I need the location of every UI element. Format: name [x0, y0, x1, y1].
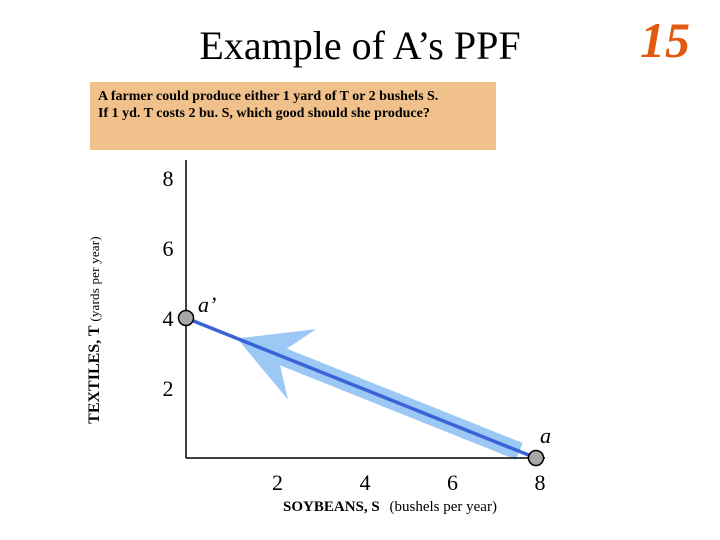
x-tick-label-8: 8	[535, 470, 546, 495]
question-line-1: A farmer could produce either 1 yard of …	[98, 89, 439, 104]
x-axis-label-main: SOYBEANS, S	[283, 499, 380, 515]
ppf-line-0	[185, 316, 537, 460]
y-tick-label-2: 2	[163, 376, 174, 401]
x-tick-label-4: 4	[360, 470, 371, 495]
question-line-2: If 1 yd. T costs 2 bu. S, which good sho…	[98, 106, 430, 121]
x-tick-label-6: 6	[447, 470, 458, 495]
tick-layer: 2 4 6 8 2 4 6 8	[163, 166, 546, 495]
slide-title: Example of A’s PPF	[199, 23, 521, 68]
point-marker-0	[177, 309, 195, 327]
point-label-1: a	[540, 423, 551, 448]
point-label-0: a’	[198, 292, 216, 317]
y-tick-label-6: 6	[163, 236, 174, 261]
point-layer: a’ a	[177, 292, 551, 467]
x-axis-label: SOYBEANS, S (bushels per year)	[283, 499, 497, 515]
slide-number: 15	[640, 12, 690, 68]
question-box: A farmer could produce either 1 yard of …	[90, 82, 496, 150]
point-marker-1	[527, 449, 545, 467]
x-tick-label-2: 2	[272, 470, 283, 495]
y-tick-label-8: 8	[163, 166, 174, 191]
x-axis-label-unit: (bushels per year)	[389, 499, 496, 515]
y-tick-label-4: 4	[163, 306, 174, 331]
series-layer	[185, 316, 537, 460]
